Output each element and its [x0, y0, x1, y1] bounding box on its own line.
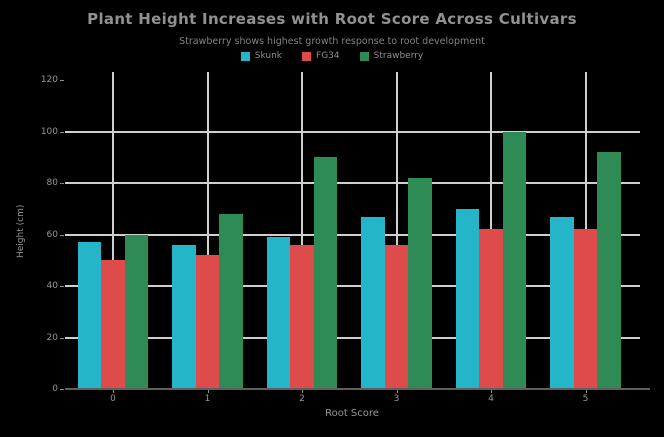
y-tick-label: 20 [46, 332, 58, 343]
legend: Skunk FG34 Strawberry [0, 51, 664, 61]
x-tick-label: 3 [393, 394, 400, 404]
bar-fg34-1 [195, 255, 220, 389]
legend-swatch-strawberry [359, 51, 369, 61]
x-tick-mark [302, 390, 303, 393]
y-tick-label: 120 [40, 75, 58, 86]
bar-skunk-3 [361, 216, 385, 389]
legend-item-fg34: FG34 [302, 51, 340, 61]
y-axis-title: Height (cm) [16, 204, 26, 258]
bar-strawberry-5 [597, 152, 621, 389]
bar-strawberry-1 [219, 213, 243, 389]
legend-swatch-fg34 [302, 51, 312, 61]
y-tick-label: 40 [46, 281, 58, 292]
x-tick-label: 5 [582, 394, 589, 404]
bar-skunk-1 [172, 244, 196, 389]
bar-strawberry-4 [502, 131, 527, 389]
x-tick-label: 2 [299, 394, 305, 404]
chart-subtitle: Strawberry shows highest growth response… [179, 36, 485, 47]
legend-item-skunk: Skunk [240, 51, 283, 61]
y-tick-label: 60 [46, 229, 58, 240]
x-axis-line [65, 388, 650, 390]
x-axis-title: Root Score [325, 408, 379, 419]
x-tick-label: 4 [488, 394, 494, 404]
x-tick-mark [491, 390, 492, 393]
y-tick-mark [60, 234, 64, 236]
bar-fg34-3 [384, 244, 409, 389]
vertical-gridline [301, 72, 303, 389]
x-tick-label: 1 [204, 394, 211, 404]
vertical-gridline [112, 72, 114, 389]
y-tick-mark [60, 80, 64, 82]
bar-strawberry-0 [124, 234, 149, 389]
bar-strawberry-2 [313, 157, 338, 389]
horizontal-gridline [65, 130, 640, 133]
horizontal-gridline [65, 336, 640, 339]
vertical-gridline [395, 72, 398, 389]
horizontal-gridline [65, 233, 640, 236]
bar-skunk-0 [77, 242, 102, 389]
bar-fg34-2 [290, 244, 314, 389]
legend-item-strawberry: Strawberry [359, 51, 424, 61]
bar-fg34-4 [479, 229, 503, 389]
y-tick-mark [60, 131, 64, 133]
y-tick-label: 100 [40, 126, 58, 137]
horizontal-gridline [65, 182, 640, 185]
bar-skunk-5 [550, 216, 574, 389]
y-tick-mark [60, 337, 64, 339]
x-tick-mark [585, 390, 587, 393]
legend-label-skunk: Skunk [254, 51, 283, 61]
legend-swatch-skunk [240, 51, 250, 61]
vertical-gridline [206, 72, 209, 389]
chart-title: Plant Height Increases with Root Score A… [87, 10, 577, 28]
y-tick-mark [60, 286, 64, 288]
y-tick-label: 80 [46, 178, 58, 189]
legend-label-fg34: FG34 [316, 51, 340, 61]
horizontal-gridline [65, 285, 640, 288]
x-tick-mark [207, 390, 209, 393]
x-tick-label: 0 [110, 394, 116, 404]
x-tick-mark [396, 390, 398, 393]
bar-fg34-0 [101, 260, 125, 389]
bar-strawberry-3 [408, 177, 432, 389]
y-tick-mark [60, 183, 64, 185]
y-tick-label: 0 [52, 384, 58, 394]
bar-skunk-2 [266, 237, 291, 389]
bar-fg34-5 [573, 229, 598, 389]
x-tick-mark [113, 390, 114, 393]
legend-label-strawberry: Strawberry [373, 51, 424, 61]
y-tick-mark [60, 389, 64, 390]
bar-skunk-4 [455, 208, 480, 389]
